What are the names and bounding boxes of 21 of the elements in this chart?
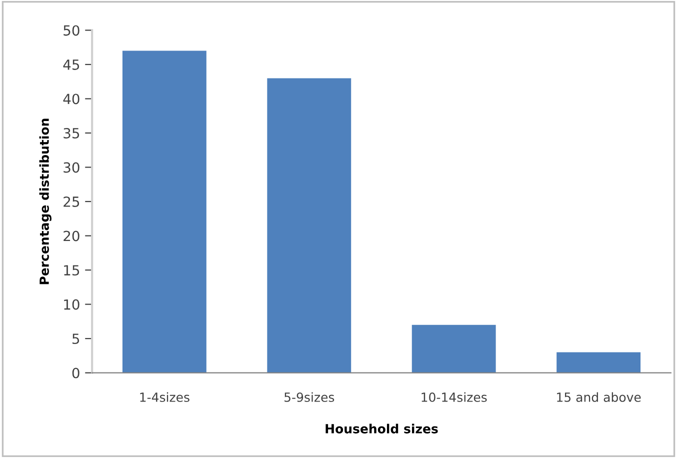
bar xyxy=(556,352,641,373)
x-axis-title: Household sizes xyxy=(326,424,438,434)
y-tick-label: 5 xyxy=(72,334,80,344)
y-tick-label: 45 xyxy=(63,60,80,70)
y-tick-label: 0 xyxy=(72,368,80,378)
y-tick-label: 20 xyxy=(64,230,80,242)
x-tick-label: 5-9sizes xyxy=(284,392,334,402)
y-axis-title: Percentage distribution xyxy=(39,118,52,284)
x-tick-label: 1-4sizes xyxy=(140,392,190,402)
y-tick-label: 10 xyxy=(64,299,80,310)
x-tick-label: 15 and above xyxy=(557,392,641,402)
bar xyxy=(267,78,352,373)
y-tick-label: 25 xyxy=(64,196,80,207)
y-tick-label: 40 xyxy=(63,94,80,104)
y-tick-label: 15 xyxy=(64,265,80,276)
x-tick-label: 10-14sizes xyxy=(422,392,487,402)
y-tick-label: 35 xyxy=(64,128,80,138)
y-tick-label: 30 xyxy=(64,162,80,173)
bar xyxy=(412,324,496,373)
y-tick-label: 50 xyxy=(64,25,80,36)
bar xyxy=(122,50,206,373)
